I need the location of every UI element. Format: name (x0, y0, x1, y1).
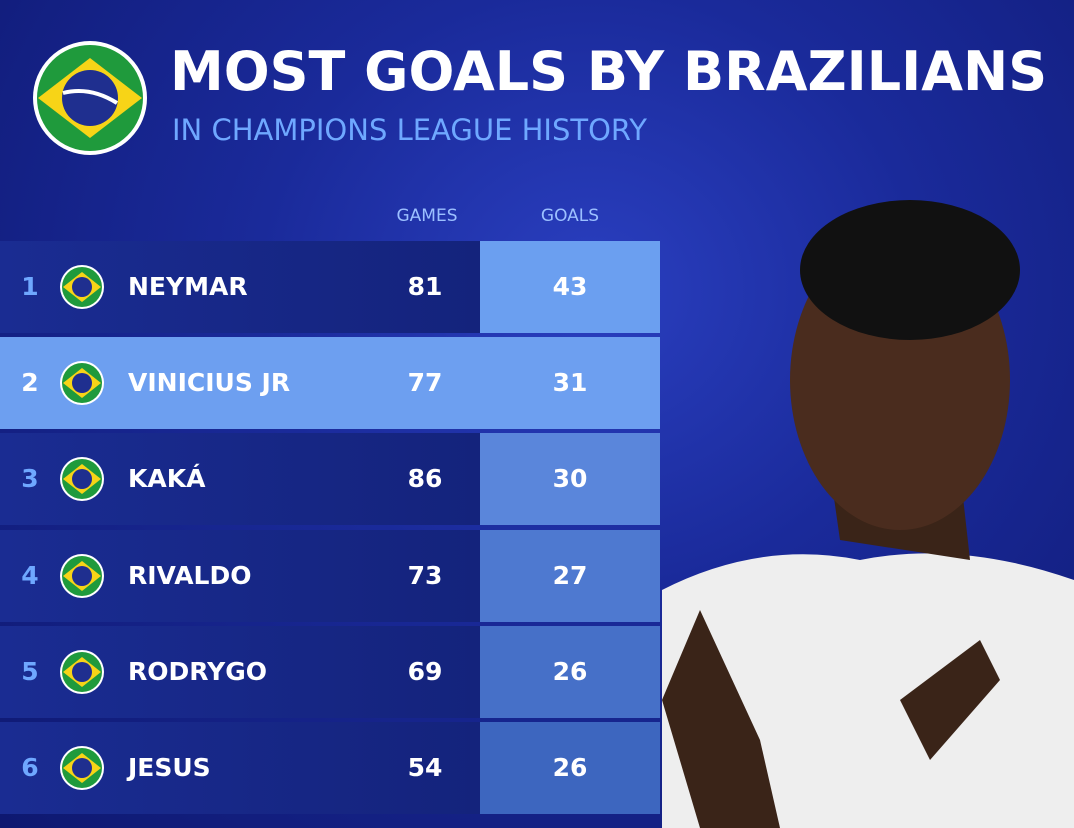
goals: 31 (552, 368, 588, 398)
row-flag (60, 361, 104, 406)
row-content: 6 JESUS 54 26 (0, 722, 660, 814)
goals-cell (480, 241, 660, 333)
rank: 2 (21, 368, 39, 398)
goals-cell (480, 529, 660, 622)
rank: 3 (21, 464, 39, 494)
rank: 6 (21, 753, 39, 782)
row-flag (60, 553, 104, 598)
rank: 4 (21, 560, 39, 590)
row-content: 4 RIVALDO 73 27 (0, 530, 660, 622)
goals-cell (480, 625, 660, 718)
goals: 30 (552, 464, 588, 494)
column-header: GAMES (396, 206, 458, 226)
row-content: 2 VINICIUS JR 77 31 (0, 337, 660, 429)
goals: 26 (552, 753, 588, 782)
games: 81 (407, 272, 443, 301)
row-flag (60, 746, 104, 790)
goals-cell (480, 433, 660, 526)
row-content: 3 KAKÁ 86 30 (0, 433, 660, 525)
player-name: RIVALDO (128, 560, 252, 590)
subtitle: IN CHAMPIONS LEAGUE HISTORY (172, 113, 647, 147)
goals: 26 (552, 656, 588, 686)
games: 86 (407, 464, 443, 494)
player-name: VINICIUS JR (128, 368, 291, 398)
player-name: NEYMAR (128, 272, 248, 301)
rank: 1 (21, 272, 39, 301)
goals: 43 (552, 272, 588, 301)
player-name: JESUS (128, 753, 211, 782)
player-name: KAKÁ (128, 464, 206, 494)
column-header: GOALS (540, 206, 600, 226)
goals: 27 (552, 560, 588, 590)
row-flag (60, 265, 104, 309)
row-flag (60, 649, 104, 694)
rank: 5 (21, 656, 39, 686)
title: MOST GOALS BY BRAZILIANS (170, 40, 1048, 103)
row-flag (60, 457, 104, 502)
games: 77 (407, 368, 443, 398)
row-content: 5 RODRYGO 69 26 (0, 626, 660, 718)
games: 73 (407, 560, 443, 590)
row-content: 1 NEYMAR 81 43 (0, 241, 660, 333)
brazil-flag (33, 41, 147, 155)
games: 54 (407, 753, 443, 782)
goals-cell (480, 722, 660, 814)
games: 69 (407, 656, 443, 686)
player-name: RODRYGO (128, 656, 268, 686)
table-row (0, 337, 660, 430)
